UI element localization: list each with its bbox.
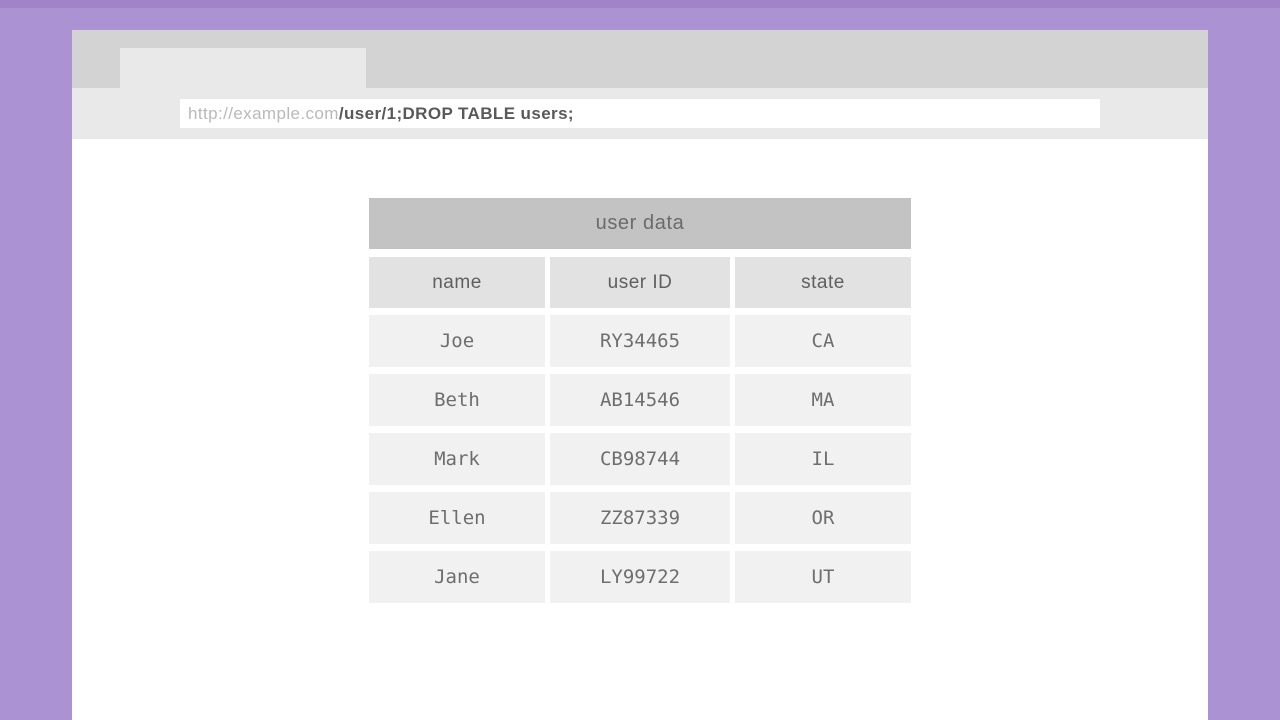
browser-tab[interactable]: [120, 48, 366, 89]
table-row: Beth AB14546 MA: [369, 374, 911, 426]
cell-state: IL: [735, 433, 911, 485]
table-row: Jane LY99722 UT: [369, 551, 911, 603]
cell-name: Beth: [369, 374, 545, 426]
table-header-row: name user ID state: [369, 257, 911, 308]
address-bar: http://example.com/user/1;DROP TABLE use…: [72, 88, 1208, 139]
url-input[interactable]: http://example.com/user/1;DROP TABLE use…: [180, 99, 1100, 128]
cell-name: Jane: [369, 551, 545, 603]
url-path-text: /user/1;DROP TABLE users;: [338, 103, 574, 123]
table-row: Joe RY34465 CA: [369, 315, 911, 367]
background-top-strip: [0, 0, 1280, 8]
table-title: user data: [369, 198, 911, 249]
page-content: user data name user ID state Joe RY34465…: [72, 139, 1208, 720]
column-header-user-id: user ID: [550, 257, 730, 308]
cell-user-id: RY34465: [550, 315, 730, 367]
table-row: Ellen ZZ87339 OR: [369, 492, 911, 544]
cell-name: Mark: [369, 433, 545, 485]
cell-user-id: ZZ87339: [550, 492, 730, 544]
browser-window: http://example.com/user/1;DROP TABLE use…: [72, 30, 1208, 720]
cell-name: Ellen: [369, 492, 545, 544]
cell-state: OR: [735, 492, 911, 544]
column-header-state: state: [735, 257, 911, 308]
column-header-name: name: [369, 257, 545, 308]
cell-name: Joe: [369, 315, 545, 367]
cell-state: MA: [735, 374, 911, 426]
cell-state: UT: [735, 551, 911, 603]
tab-bar: [72, 30, 1208, 89]
url-domain-text: http://example.com: [188, 103, 339, 123]
cell-user-id: CB98744: [550, 433, 730, 485]
cell-user-id: LY99722: [550, 551, 730, 603]
user-data-table: user data name user ID state Joe RY34465…: [369, 198, 911, 603]
cell-user-id: AB14546: [550, 374, 730, 426]
cell-state: CA: [735, 315, 911, 367]
table-row: Mark CB98744 IL: [369, 433, 911, 485]
